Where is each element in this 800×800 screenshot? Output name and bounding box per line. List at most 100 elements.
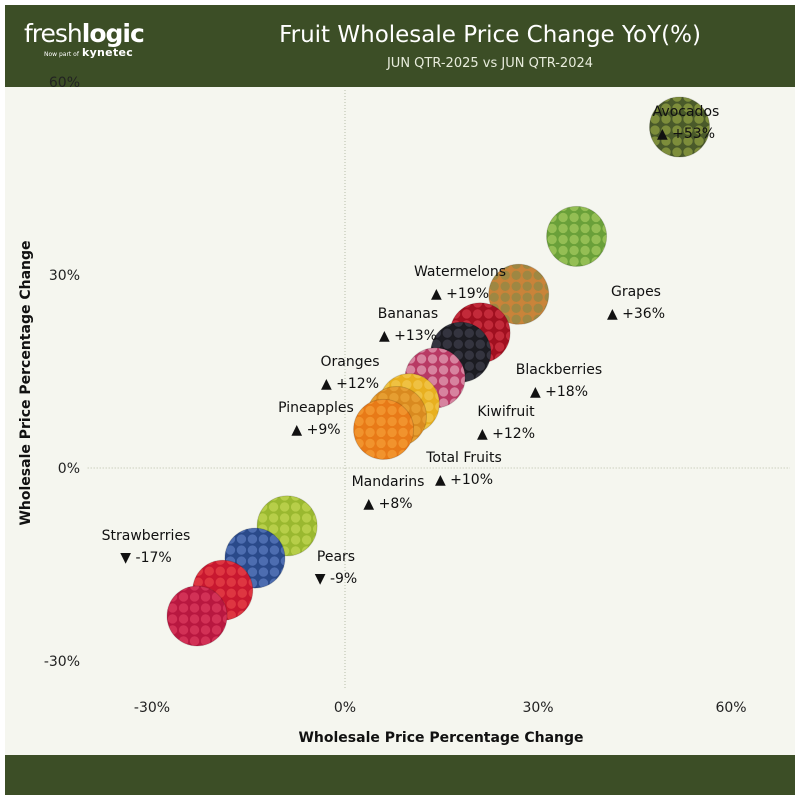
texture-dot <box>568 233 580 246</box>
logo-subline: Now part of kynetec <box>44 46 144 60</box>
point-label-value: ▼ -9% <box>315 571 357 587</box>
texture-dot <box>557 244 569 257</box>
point-label-value: ▲ +10% <box>435 472 493 488</box>
texture-dot <box>177 602 190 614</box>
point-label-name: Watermelons <box>414 264 506 280</box>
texture-dot <box>375 399 387 406</box>
texture-dot <box>364 404 376 417</box>
texture-dot <box>289 534 302 546</box>
x-tick-label: 60% <box>715 700 746 716</box>
texture-dot <box>448 386 461 398</box>
texture-dot <box>499 269 511 281</box>
texture-dot <box>267 512 280 524</box>
logo-parent: kynetec <box>81 46 134 59</box>
texture-dot <box>499 280 511 292</box>
texture-dot <box>247 587 253 599</box>
texture-dot <box>463 349 475 361</box>
texture-dot <box>415 353 428 365</box>
texture-dot <box>210 613 223 625</box>
texture-dot <box>257 566 270 578</box>
texture-dot <box>192 560 204 566</box>
texture-dot <box>278 512 291 524</box>
texture-dot <box>660 135 672 147</box>
texture-dot <box>557 211 569 224</box>
texture-dot <box>485 371 491 383</box>
point-label-value: ▲ +18% <box>530 384 588 400</box>
texture-dot <box>311 512 318 524</box>
grapes-icon <box>546 205 608 267</box>
texture-dot <box>177 613 190 625</box>
texture-dot <box>167 613 179 625</box>
point-label: Kiwifruit ▲ +12% <box>477 404 535 442</box>
texture-dot <box>279 544 285 556</box>
texture-dot <box>448 364 461 376</box>
texture-dot <box>499 291 511 303</box>
texture-dot <box>188 624 201 636</box>
texture-dot <box>311 501 318 513</box>
texture-dot <box>426 364 439 376</box>
texture-dot <box>463 360 475 372</box>
texture-dot <box>257 577 270 589</box>
y-tick-label: 30% <box>49 268 80 284</box>
texture-dot <box>493 341 506 353</box>
texture-dot <box>214 576 226 588</box>
point-label: Strawberries ▼ -17% <box>102 528 191 566</box>
texture-dot <box>300 512 313 524</box>
texture-dot <box>568 211 580 224</box>
texture-dot <box>289 512 302 524</box>
point-outline <box>166 585 228 647</box>
texture-dot <box>225 576 237 588</box>
texture-dot <box>401 373 413 380</box>
texture-dot <box>482 308 495 320</box>
texture-dot <box>214 565 226 577</box>
texture-dot <box>199 613 212 625</box>
texture-dot <box>221 613 228 625</box>
point-label: Avocados ▲ +53% <box>653 104 720 142</box>
y-tick-label: -30% <box>44 654 80 670</box>
y-tick-label: 0% <box>58 461 80 477</box>
point-label: Mandarins ▲ +8% <box>352 474 425 512</box>
texture-dot <box>199 585 212 592</box>
point-outline <box>256 495 318 557</box>
texture-dot <box>499 302 511 314</box>
texture-dot <box>177 624 190 636</box>
texture-dot <box>693 135 705 147</box>
texture-dot <box>532 302 544 314</box>
texture-dot <box>246 555 259 567</box>
texture-dot <box>671 124 683 136</box>
texture-dot <box>364 415 376 428</box>
texture-dot <box>649 97 661 103</box>
texture-dot <box>521 291 533 303</box>
texture-dot <box>388 386 400 393</box>
chart-title: Fruit Wholesale Price Change YoY(%) <box>279 22 701 48</box>
texture-dot <box>568 255 580 267</box>
logo-wordmark: freshlogic <box>24 19 145 48</box>
texture-dot <box>246 544 259 556</box>
texture-dot <box>474 349 486 361</box>
point-label-value: ▲ +12% <box>477 426 535 442</box>
texture-dot <box>493 330 506 342</box>
texture-dot <box>397 415 409 428</box>
texture-dot <box>448 375 461 387</box>
texture-dot <box>426 347 439 354</box>
texture-dot <box>704 124 710 136</box>
texture-dot <box>379 373 391 380</box>
texture-dot <box>485 349 491 361</box>
texture-dot <box>257 501 269 513</box>
texture-dot <box>459 375 466 387</box>
texture-dot <box>441 338 453 350</box>
texture-dot <box>579 211 591 224</box>
texture-dot <box>649 124 661 136</box>
texture-dot <box>210 602 223 614</box>
texture-dot <box>543 291 549 303</box>
texture-dot <box>510 313 522 325</box>
logo-brand-light: fresh <box>24 19 83 48</box>
texture-dot <box>408 448 414 460</box>
point-outline <box>649 96 711 158</box>
freshlogic-logo: freshlogic Now part of kynetec <box>24 19 145 60</box>
texture-dot <box>278 495 291 502</box>
texture-dot <box>188 602 201 614</box>
texture-dot <box>693 124 705 136</box>
texture-dot <box>601 211 607 224</box>
texture-dot <box>386 437 398 450</box>
